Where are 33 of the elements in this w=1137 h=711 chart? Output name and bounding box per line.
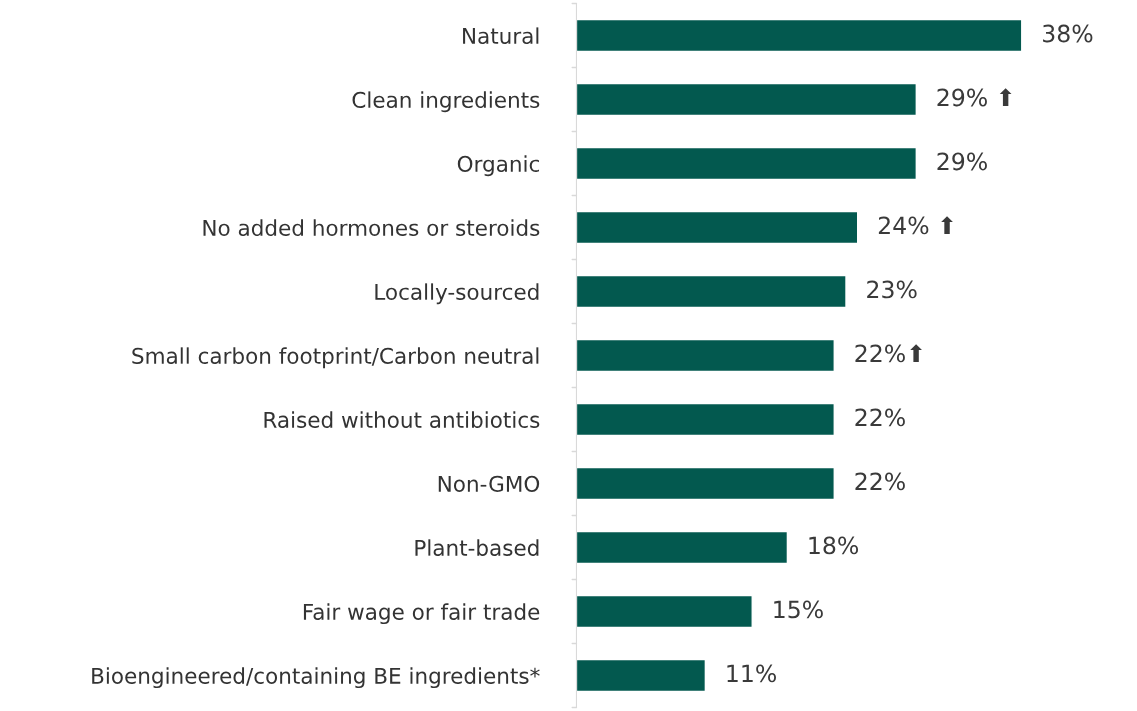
y-tick-label: Organic (457, 155, 540, 177)
bar (576, 274, 847, 309)
bar (576, 338, 835, 373)
y-tick-label: Raised without antibiotics (264, 411, 540, 428)
bar (576, 146, 918, 181)
data-label: 22% (855, 408, 905, 427)
data-label: 22% (855, 472, 905, 491)
data-label: 29% (937, 152, 987, 171)
y-tick-label: No added hormones or steroids (203, 219, 540, 236)
y-tick-label: Clean ingredients (352, 91, 540, 113)
data-label: 23% (867, 280, 917, 299)
bar (576, 402, 835, 437)
data-label: 15% (774, 600, 823, 619)
bar (576, 594, 753, 629)
data-label: 11% (727, 664, 776, 683)
y-tick-label: Locally-sourced (375, 283, 539, 305)
bar (576, 466, 835, 501)
bar (576, 210, 859, 245)
bar (576, 658, 707, 693)
data-label: 22%⬆ (855, 344, 922, 363)
y-tick-label: Bioengineered/containing BE ingredients* (92, 667, 540, 689)
y-tick-label: Plant-based (415, 539, 539, 556)
y-tick-label: Natural (463, 27, 539, 45)
bar (576, 82, 918, 117)
bar (576, 18, 1023, 53)
bar (576, 530, 789, 565)
y-tick-label: Non-GMO (438, 475, 540, 492)
data-label: 38% (1043, 24, 1093, 43)
data-label: 29% ⬆ (937, 88, 1012, 107)
y-tick-label: Small carbon footprint/Carbon neutral (132, 347, 539, 369)
data-label: 18% (809, 536, 859, 555)
y-tick-label: Fair wage or fair trade (303, 603, 540, 625)
data-label: 24% ⬆ (878, 216, 953, 235)
